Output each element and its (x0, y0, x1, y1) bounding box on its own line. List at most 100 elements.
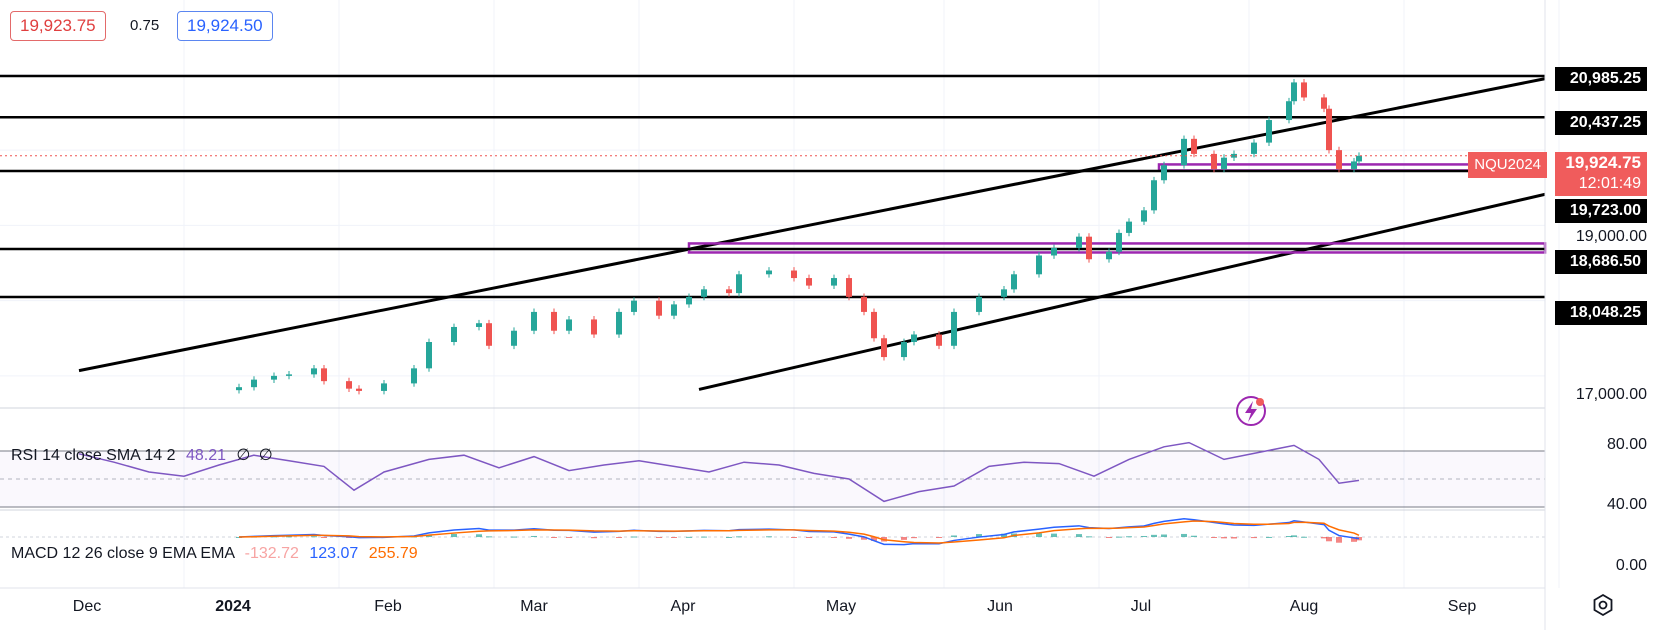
candle-body-39 (976, 296, 982, 312)
macd-hist-bar-42 (1036, 533, 1042, 537)
candle-body-51 (1161, 165, 1167, 181)
candle-body-11 (451, 326, 457, 343)
rsi-extra-2: ∅ (258, 447, 273, 464)
macd-hist-bar-66 (1356, 537, 1362, 541)
candle-body-61 (1301, 82, 1307, 98)
macd-hist-bar-29 (806, 537, 812, 538)
macd-hist-bar-49 (1141, 535, 1147, 537)
candle-body-16 (551, 311, 557, 331)
macd-hist-bar-59 (1286, 536, 1292, 538)
candle-body-20 (631, 300, 637, 312)
candle-body-12 (476, 323, 482, 327)
macd-hist-bar-33 (871, 537, 877, 541)
macd-hist-bar-31 (846, 537, 852, 539)
bar-countdown: 12:01:49 (1578, 175, 1641, 192)
rsi-extra-1: ∅ (236, 447, 251, 464)
price-axis-17000: 17,000.00 (1575, 386, 1647, 403)
level-label-20437: 20,437.25 (1555, 111, 1647, 135)
bid-price[interactable]: 19,923.75 (10, 11, 106, 41)
macd-hist-bar-13 (486, 536, 492, 538)
rsi-axis-80: 80.00 (1606, 436, 1647, 453)
macd-title: MACD 12 26 close 9 EMA EMA (11, 545, 235, 562)
candle-body-46 (1106, 251, 1112, 260)
candle-body-23 (686, 296, 692, 305)
macd-hist-bar-15 (531, 535, 537, 537)
macd-line (238, 518, 1360, 546)
gear-icon[interactable] (1591, 593, 1615, 617)
macd-hist-bar-14 (511, 536, 517, 538)
candle-body-34 (881, 338, 887, 358)
candle-body-17 (566, 319, 572, 331)
candle-body-30 (831, 278, 837, 286)
macd-hist-bar-5 (321, 537, 327, 538)
lightning-icon[interactable] (1234, 394, 1268, 428)
macd-hist-bar-0 (236, 537, 242, 538)
macd-pane (0, 518, 1545, 546)
macd-hist-bar-62 (1321, 537, 1327, 539)
macd-hist-bar-10 (426, 534, 432, 537)
macd-hist-bar-48 (1126, 536, 1132, 538)
macd-hist-bar-56 (1231, 537, 1237, 539)
candle-body-10 (426, 342, 432, 369)
macd-hist-bar-39 (976, 534, 982, 537)
candle-body-36 (911, 334, 917, 343)
candle-body-42 (1036, 255, 1042, 275)
macd-hist-bar-16 (551, 537, 557, 538)
time-label-jun: Jun (987, 598, 1013, 615)
macd-hist-bar-19 (616, 537, 622, 538)
macd-hist-bar-36 (911, 537, 917, 539)
level-label-18686: 18,686.50 (1555, 250, 1647, 274)
candle-body-44 (1076, 236, 1082, 248)
candle-body-4 (311, 368, 317, 375)
macd-hist-bar-44 (1076, 534, 1082, 537)
macd-legend[interactable]: MACD 12 26 close 9 EMA EMA -132.72 123.0… (11, 545, 418, 563)
candle-body-57 (1251, 142, 1257, 154)
candle-body-19 (616, 311, 622, 335)
candle-body-62 (1321, 97, 1327, 109)
candle-body-45 (1086, 236, 1092, 260)
candle-body-21 (656, 300, 662, 316)
candle-body-28 (791, 270, 797, 279)
ask-price[interactable]: 19,924.50 (177, 11, 273, 41)
trend-channel-lines (78, 77, 1545, 391)
candle-body-65 (1351, 161, 1357, 169)
candle-body-32 (861, 296, 867, 312)
macd-signal-value: 255.79 (368, 545, 418, 562)
candle-body-31 (846, 278, 852, 297)
candle-body-54 (1211, 153, 1217, 169)
macd-hist-bar-43 (1051, 533, 1057, 537)
macd-hist-bar-25 (726, 536, 732, 538)
macd-hist-bar-20 (631, 536, 637, 538)
candle-body-9 (411, 368, 417, 384)
candle-body-40 (1001, 289, 1007, 297)
macd-hist-bar-23 (686, 536, 692, 538)
rsi-axis-40: 40.00 (1606, 496, 1647, 513)
candle-body-64 (1336, 150, 1342, 169)
candle-body-63 (1326, 108, 1332, 151)
candle-body-60 (1291, 82, 1297, 102)
candle-body-18 (591, 319, 597, 335)
level-label-20985: 20,985.25 (1555, 67, 1647, 91)
macd-hist-bar-60 (1291, 535, 1297, 537)
macd-hist-bar-11 (451, 533, 457, 537)
candle-body-0 (236, 387, 242, 391)
price-axis-19000: 19,000.00 (1575, 228, 1647, 245)
rsi-legend[interactable]: RSI 14 close SMA 14 2 48.21 ∅ ∅ (11, 445, 273, 465)
macd-hist-bar-3 (286, 536, 292, 538)
candle-body-66 (1356, 155, 1362, 162)
candle-body-29 (806, 278, 812, 286)
candle-body-43 (1051, 247, 1057, 256)
time-label-2024: 2024 (215, 598, 251, 615)
time-label-dec: Dec (72, 598, 102, 615)
candle-body-27 (766, 270, 772, 275)
macd-hist-bar-22 (671, 537, 677, 538)
macd-hist-bar-24 (701, 536, 707, 538)
candle-body-35 (901, 342, 907, 358)
candle-body-6 (346, 381, 352, 389)
macd-hist-bar-40 (1001, 533, 1007, 537)
candle-body-56 (1231, 153, 1237, 158)
channel-line-1 (698, 192, 1545, 391)
candle-body-1 (251, 379, 257, 388)
candle-body-25 (726, 289, 732, 294)
